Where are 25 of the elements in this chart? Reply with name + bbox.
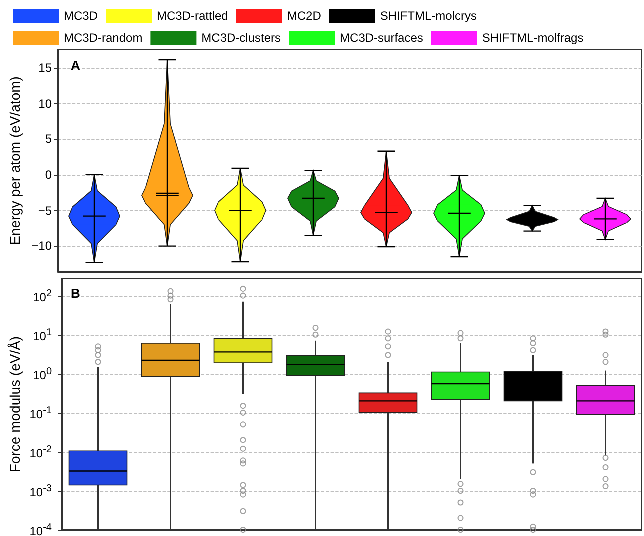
text: B	[71, 286, 80, 301]
y-axis-title: Force modulus (eV/Å)	[7, 336, 23, 473]
y-tick-label: 15	[38, 60, 52, 75]
y-tick-label: 10$^{-2}$	[30, 443, 52, 460]
legend-label: MC3D-surfaces	[340, 31, 424, 45]
y-tick-label: 10$^{-3}$	[30, 482, 52, 500]
legend-label: MC2D	[287, 9, 322, 23]
legend-label: SHIFTML-molcrys	[380, 9, 478, 23]
legend-label: MC3D-rattled	[157, 9, 228, 23]
y-tick-label: 5	[45, 132, 52, 146]
y-tick-label: 10$^{-4}$	[30, 522, 52, 536]
y-tick-label: 10	[38, 96, 52, 111]
y-tick-label: −10	[32, 239, 52, 254]
text: A	[71, 58, 81, 73]
y-tick-label: 10$^{0}$	[33, 365, 52, 382]
legend-label: SHIFTML-molfrags	[482, 31, 584, 45]
y-axis-title: Energy per atom (eV/atom)	[7, 76, 23, 246]
y-tick-label: 10$^{2}$	[33, 287, 52, 304]
y-tick-label: 10$^{1}$	[33, 326, 52, 344]
y-tick-label: 10$^{-1}$	[30, 404, 52, 422]
y-tick-label: −5	[38, 204, 52, 218]
legend-label: MC3D-random	[64, 31, 143, 45]
legend-label: MC3D	[64, 9, 98, 23]
legend-label: MC3D-clusters	[202, 31, 282, 45]
y-tick-label: 0	[45, 168, 52, 182]
